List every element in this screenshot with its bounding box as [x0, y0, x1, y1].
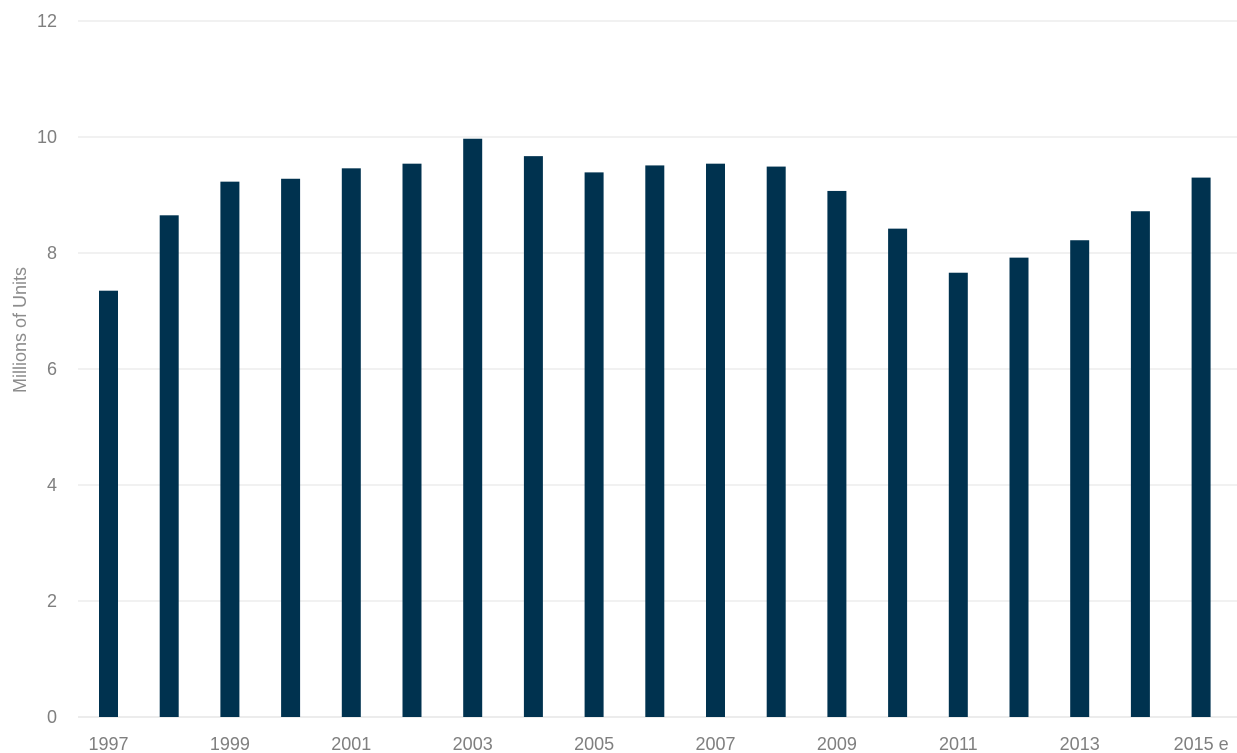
x-tick-label: 1997	[88, 734, 128, 753]
bar-1997	[99, 290, 118, 717]
x-tick-label: 2013	[1060, 734, 1100, 753]
bar-2006	[645, 165, 665, 718]
bar-1999	[220, 181, 240, 717]
y-tick-label: 10	[37, 127, 57, 147]
x-tick-label: 2015 e	[1174, 734, 1229, 753]
bars	[99, 138, 1211, 718]
bar-1998	[159, 215, 179, 718]
bar-2001	[341, 168, 361, 717]
bar-2010	[888, 228, 908, 717]
y-tick-label: 6	[47, 359, 57, 379]
y-tick-label: 8	[47, 243, 57, 263]
y-axis-ticks: 0 2 4 6 8 10 12	[37, 11, 57, 727]
bar-2005	[584, 172, 604, 717]
bar-2012	[1009, 257, 1029, 717]
y-tick-label: 2	[47, 591, 57, 611]
bar-2004	[523, 156, 543, 717]
x-tick-label: 2001	[331, 734, 371, 753]
bar-2002	[402, 163, 422, 717]
bar-2000	[281, 178, 301, 717]
x-tick-label: 2007	[695, 734, 735, 753]
bar-2014	[1130, 211, 1150, 718]
bar-2015-e	[1191, 177, 1211, 718]
x-tick-label: 2003	[453, 734, 493, 753]
bar-2013	[1070, 240, 1090, 718]
y-tick-label: 4	[47, 475, 57, 495]
y-axis-title: Millions of Units	[10, 267, 30, 393]
x-axis-ticks: 1997 1999 2001 2003 2005 2007 2009 2011 2013 2015…	[88, 734, 1228, 753]
y-tick-label: 12	[37, 11, 57, 31]
x-tick-label: 2009	[817, 734, 857, 753]
bar-2009	[827, 190, 847, 717]
x-tick-label: 1999	[210, 734, 250, 753]
bar-2007	[706, 163, 725, 717]
x-tick-label: 2005	[574, 734, 614, 753]
bar-2011	[948, 272, 968, 717]
bar-2003	[463, 138, 483, 718]
y-tick-label: 0	[47, 707, 57, 727]
bar-2008	[766, 166, 786, 717]
x-tick-label: 2011	[939, 734, 978, 753]
